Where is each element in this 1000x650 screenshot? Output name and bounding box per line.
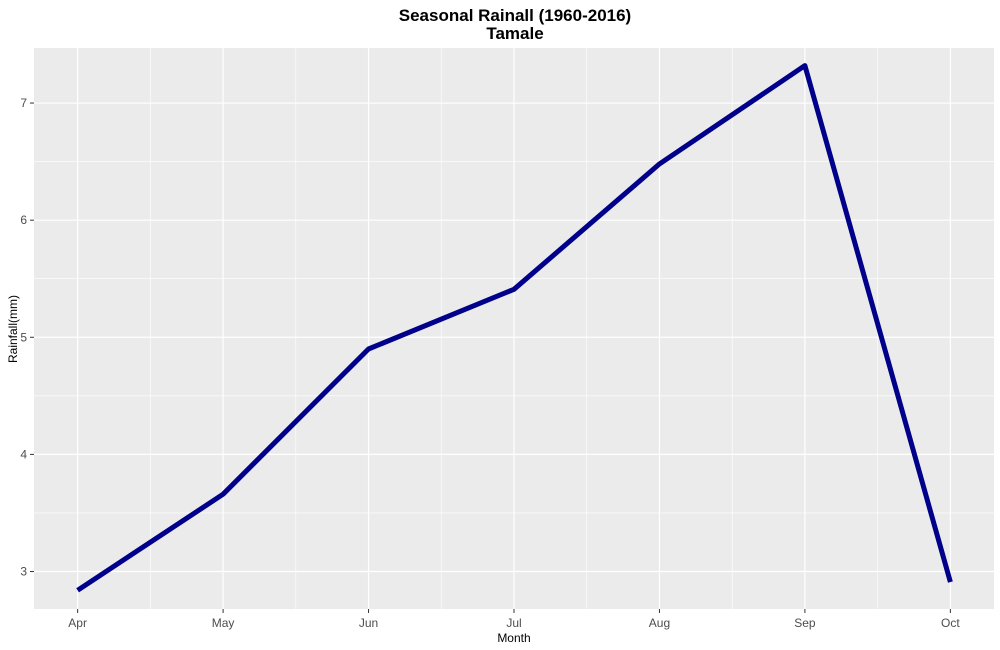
chart-title: Seasonal Rainall (1960-2016) xyxy=(399,6,631,25)
chart-subtitle: Tamale xyxy=(486,24,543,43)
y-tick-label: 5 xyxy=(20,330,27,344)
y-tick-label: 3 xyxy=(20,565,27,579)
y-tick-label: 4 xyxy=(20,447,27,461)
axis-ticks xyxy=(30,102,951,613)
grid-major xyxy=(34,48,994,609)
y-tick-labels: 3 4 5 6 7 xyxy=(20,96,27,578)
series-group xyxy=(76,63,953,593)
x-tick-label: Aug xyxy=(649,616,670,630)
series-line xyxy=(76,63,953,593)
y-tick-label: 6 xyxy=(20,213,27,227)
x-tick-label: May xyxy=(212,616,235,630)
y-tick-label: 7 xyxy=(20,96,27,110)
x-tick-label: Jun xyxy=(359,616,378,630)
x-tick-label: Sep xyxy=(794,616,816,630)
x-tick-labels: Apr May Jun Jul Aug Sep Oct xyxy=(68,616,960,630)
x-axis-label: Month xyxy=(497,631,530,645)
x-tick-label: Apr xyxy=(68,616,87,630)
x-tick-label: Oct xyxy=(941,616,960,630)
x-tick-label: Jul xyxy=(506,616,521,630)
y-axis-label: Rainfall(mm) xyxy=(6,295,20,363)
